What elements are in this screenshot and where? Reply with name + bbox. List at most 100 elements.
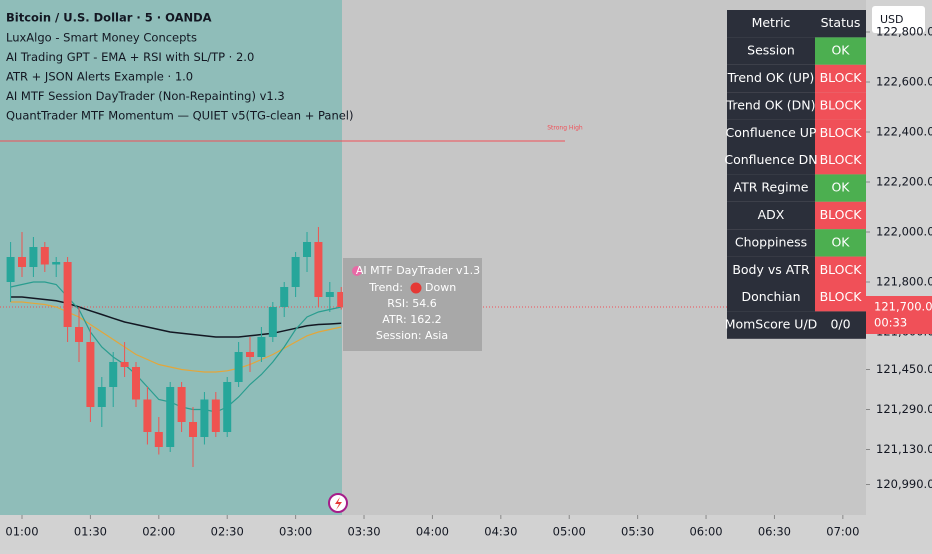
trend-dot — [410, 282, 422, 294]
symbol-title: Bitcoin / U.S. Dollar · 5 · OANDA — [6, 11, 212, 25]
table-cell-bg — [727, 119, 815, 147]
table-status: BLOCK — [820, 125, 863, 140]
table-metric: Donchian — [741, 289, 800, 304]
table-cell-bg — [727, 311, 815, 339]
candle-body — [314, 242, 323, 297]
candle-body — [257, 337, 266, 357]
info-box-bg — [343, 258, 482, 351]
candle-body — [211, 399, 220, 432]
table-metric: Metric — [752, 15, 791, 30]
last-price-tag — [866, 296, 932, 334]
status-table: Metric Status Session OK Trend OK (UP) BLOCK T… — [724, 10, 866, 339]
table-cell-bg — [815, 256, 866, 284]
candle-body — [154, 432, 163, 447]
table-cell-bg — [727, 256, 815, 284]
candle-body — [234, 352, 243, 382]
table-metric: Choppiness — [735, 234, 807, 249]
table-status: BLOCK — [820, 289, 863, 304]
table-status: OK — [831, 180, 850, 195]
table-cell-bg — [815, 92, 866, 120]
candle-body — [200, 399, 209, 437]
table-status: 0/0 — [830, 317, 850, 332]
indicator-name: AI MTF Session DayTrader (Non-Repainting… — [6, 89, 285, 103]
y-tick-label: 122,800.0 — [876, 25, 932, 39]
info-line: Session: Asia — [376, 329, 448, 342]
table-metric: Trend OK (UP) — [727, 70, 815, 85]
table-cell-bg — [815, 10, 866, 38]
currency-button[interactable]: USD — [880, 13, 904, 26]
table-metric: Body vs ATR — [732, 262, 810, 277]
last-price-label: 121,700.0 — [874, 300, 932, 314]
table-metric: Trend OK (DN) — [726, 97, 816, 112]
indicator-legend: LuxAlgo - Smart Money Concepts AI Trading… — [6, 31, 354, 123]
candle-body — [246, 352, 255, 357]
table-cell-bg — [815, 37, 866, 65]
candle-body — [166, 387, 175, 447]
table-status: OK — [831, 234, 850, 249]
table-cell-bg — [815, 64, 866, 93]
info-line: RSI: 54.6 — [387, 297, 437, 310]
y-tick-label: 121,800.0 — [876, 275, 932, 289]
time-axis — [0, 515, 866, 550]
table-metric: Confluence UP — [726, 125, 817, 140]
candle-body — [303, 242, 312, 257]
candle-body — [132, 367, 141, 400]
x-tick-label: 05:30 — [621, 525, 654, 539]
table-metric: MomScore U/D — [725, 317, 818, 332]
x-tick-label: 05:00 — [553, 525, 586, 539]
candle-body — [177, 387, 186, 422]
table-metric: Confluence DN — [724, 152, 817, 167]
brain-icon — [352, 266, 362, 276]
y-tick-label: 122,400.0 — [876, 125, 932, 139]
candle-body — [268, 307, 277, 337]
table-status: Status — [821, 15, 861, 30]
candle-body — [86, 342, 95, 407]
table-status: BLOCK — [820, 70, 863, 85]
table-cell-bg — [727, 10, 815, 38]
y-tick-label: 121,450.0 — [876, 362, 932, 376]
table-status: BLOCK — [820, 207, 863, 222]
x-tick-label: 06:00 — [689, 525, 722, 539]
candle-body — [337, 292, 346, 307]
table-cell-bg — [727, 229, 815, 257]
candle-body — [291, 257, 300, 287]
table-cell-bg — [727, 284, 815, 312]
y-tick-label: 122,000.0 — [876, 225, 932, 239]
currency-button-bg[interactable] — [872, 6, 925, 33]
table-cell-bg — [815, 119, 866, 147]
x-tick-label: 04:30 — [484, 525, 517, 539]
x-tick-label: 01:00 — [5, 525, 38, 539]
table-cell-bg — [815, 201, 866, 230]
candle-body — [52, 262, 61, 265]
y-tick-label: 122,200.0 — [876, 175, 932, 189]
candle-body — [280, 287, 289, 307]
x-tick-label: 03:30 — [347, 525, 380, 539]
table-metric: ADX — [758, 207, 785, 222]
table-cell-bg — [815, 311, 866, 339]
candle-body — [18, 257, 27, 267]
alert-bolt — [335, 497, 342, 510]
strong-high-label: Strong High — [547, 125, 583, 132]
x-tick-label: 01:30 — [74, 525, 107, 539]
candle-body — [6, 257, 15, 282]
table-cell-bg — [727, 174, 815, 202]
table-cell-bg — [727, 201, 815, 230]
table-status: BLOCK — [820, 97, 863, 112]
table-cell-bg — [815, 229, 866, 257]
candle-body — [223, 382, 232, 432]
info-box: AI MTF DayTrader v1.3 Trend: Down RSI: 5… — [343, 258, 482, 351]
table-cell-bg — [727, 147, 815, 175]
x-tick-label: 02:30 — [211, 525, 244, 539]
table-cell-bg — [727, 64, 815, 93]
y-tick-label: 122,600.0 — [876, 75, 932, 89]
x-tick-label: 03:00 — [279, 525, 312, 539]
y-tick-label: 120,990.0 — [876, 477, 932, 491]
table-cell-bg — [727, 37, 815, 65]
indicator-name: ATR + JSON Alerts Example · 1.0 — [6, 70, 193, 84]
x-tick-label: 06:30 — [758, 525, 791, 539]
table-metric: Session — [747, 43, 795, 58]
x-tick-label: 02:00 — [142, 525, 175, 539]
x-tick-label: 04:00 — [416, 525, 449, 539]
